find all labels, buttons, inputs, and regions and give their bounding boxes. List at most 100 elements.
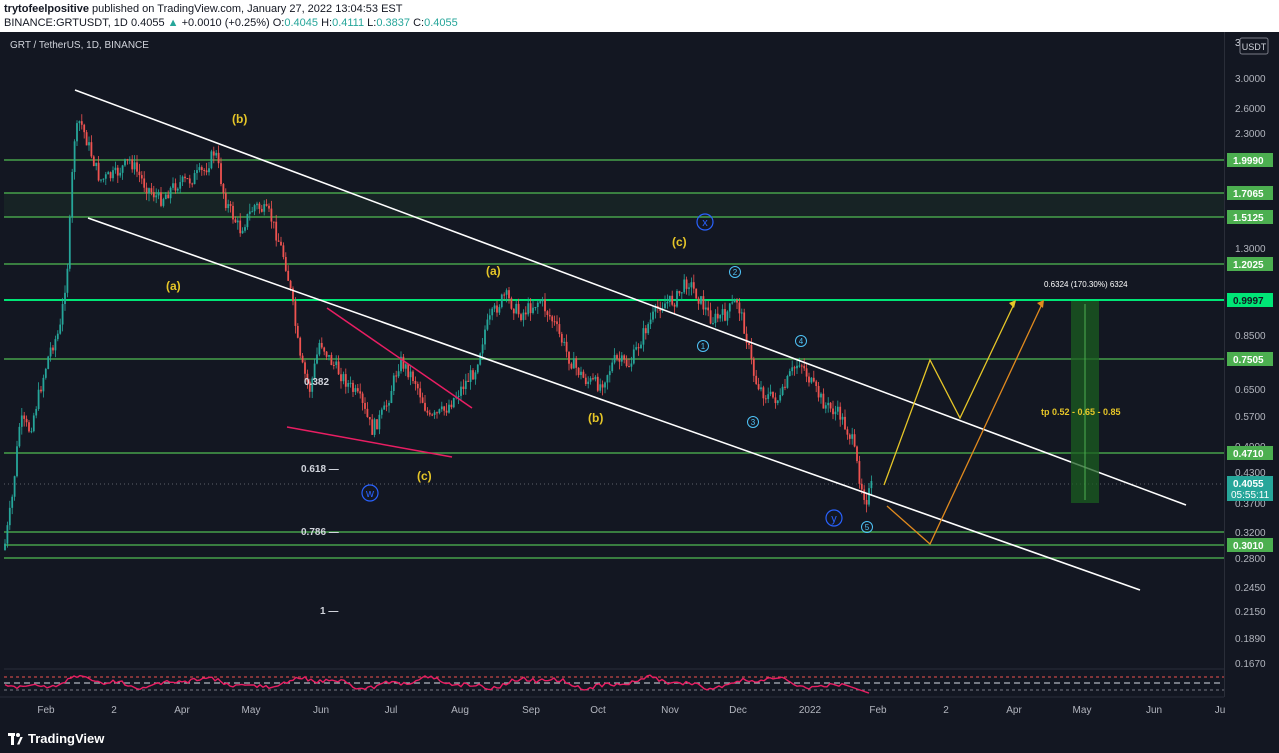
price-tick: 0.8500 bbox=[1235, 331, 1266, 342]
tradingview-icon bbox=[8, 732, 24, 745]
candle-body bbox=[726, 311, 729, 321]
candle-body bbox=[304, 362, 306, 374]
candle-body bbox=[488, 315, 491, 320]
price-scale[interactable] bbox=[1224, 32, 1279, 697]
low-value: 0.3837 bbox=[376, 17, 411, 29]
fib-label-0618: 0.618 — bbox=[301, 464, 339, 475]
wave-label-b-top: (b) bbox=[232, 112, 247, 126]
candle-body bbox=[373, 419, 376, 435]
level-badge-bg bbox=[1227, 186, 1273, 200]
projection-yellow[interactable] bbox=[883, 301, 1016, 486]
candle-body bbox=[635, 347, 638, 350]
candle-body bbox=[575, 358, 578, 368]
candle-body bbox=[116, 167, 119, 176]
candle-body bbox=[551, 316, 554, 322]
triangle-lower[interactable] bbox=[286, 426, 453, 458]
last-price: 0.4055 bbox=[130, 17, 165, 29]
candle-body bbox=[18, 426, 21, 447]
high-label: H: bbox=[321, 17, 333, 29]
candle-body bbox=[832, 408, 834, 415]
time-axis[interactable]: Feb 2 Apr May Jun Jul Aug Sep Oct Nov Dec 2022 Feb 2 A… bbox=[37, 705, 1225, 716]
indicator-panel[interactable] bbox=[4, 668, 1224, 694]
candle-body bbox=[364, 402, 366, 409]
indicator-line bbox=[4, 674, 870, 694]
candle-body bbox=[8, 507, 11, 526]
candle-body bbox=[311, 378, 314, 392]
chart-area[interactable] bbox=[0, 32, 1279, 725]
candle-body bbox=[25, 418, 28, 423]
candle-body bbox=[671, 295, 674, 305]
candle-body bbox=[479, 353, 482, 365]
time-tick: 2 bbox=[943, 705, 949, 716]
candle-body bbox=[827, 402, 830, 406]
candle-body bbox=[316, 354, 318, 364]
candle-body bbox=[839, 406, 842, 420]
candle-body bbox=[500, 294, 503, 308]
candle-body bbox=[239, 220, 242, 234]
level-badge: 1.9990 bbox=[1233, 156, 1264, 167]
candle-body bbox=[637, 347, 640, 349]
candle-body bbox=[604, 382, 606, 388]
candle-body bbox=[745, 333, 748, 343]
candle-body bbox=[757, 384, 760, 390]
published-text: published on TradingView.com, January 27… bbox=[92, 3, 403, 15]
candle-body bbox=[517, 303, 520, 315]
candle-body bbox=[570, 363, 573, 369]
open-value: 0.4045 bbox=[284, 17, 319, 29]
tradingview-logo[interactable]: TradingView bbox=[8, 731, 104, 746]
candle-body bbox=[632, 349, 635, 364]
candle-body bbox=[529, 303, 532, 314]
candle-body bbox=[256, 203, 258, 206]
ohlc-line: BINANCE:GRTUSDT, 1D 0.4055 ▲ +0.0010 (+0… bbox=[4, 17, 458, 29]
candle-body bbox=[515, 303, 518, 314]
candle-body bbox=[431, 414, 434, 416]
candle-body bbox=[28, 422, 30, 432]
channel-upper[interactable] bbox=[74, 89, 1187, 506]
candle-body bbox=[666, 301, 669, 304]
candle-body bbox=[815, 381, 818, 386]
candle-body bbox=[469, 370, 472, 382]
candle-body bbox=[263, 204, 266, 212]
level-badge-bg bbox=[1227, 352, 1273, 366]
projection-orange[interactable] bbox=[886, 301, 1044, 546]
price-tick: 0.3200 bbox=[1235, 528, 1266, 539]
candle-body bbox=[781, 386, 784, 396]
wave-circle-2 bbox=[729, 266, 741, 278]
candle-body bbox=[457, 395, 460, 397]
candle-body bbox=[779, 395, 782, 401]
candle-body bbox=[577, 367, 580, 376]
candle-body bbox=[856, 446, 858, 462]
candle-body bbox=[66, 268, 69, 293]
currency-box[interactable] bbox=[1239, 37, 1269, 55]
candle-body bbox=[721, 309, 724, 315]
wave-label-a-mid: (a) bbox=[486, 264, 501, 278]
candle-body bbox=[714, 313, 717, 324]
candle-body bbox=[623, 355, 626, 360]
candle-body bbox=[524, 312, 527, 315]
close-label: C: bbox=[413, 17, 425, 29]
candle-body bbox=[558, 324, 561, 334]
candle-body bbox=[356, 388, 359, 392]
candle-body bbox=[44, 368, 47, 378]
candle-body bbox=[167, 194, 170, 199]
close-value: 0.4055 bbox=[424, 17, 458, 29]
candle-body bbox=[6, 525, 9, 544]
candle-body bbox=[102, 178, 105, 180]
candle-body bbox=[318, 342, 321, 355]
candle-body bbox=[282, 245, 285, 258]
time-tick: Apr bbox=[174, 705, 190, 716]
level-badge: 0.7505 bbox=[1233, 355, 1264, 366]
symbol-title[interactable]: GRT / TetherUS, 1D, BINANCE bbox=[10, 40, 149, 51]
candle-body bbox=[608, 371, 611, 376]
author-name[interactable]: trytofeelpositive bbox=[4, 3, 89, 15]
price-tick: 2.6000 bbox=[1235, 104, 1266, 115]
channel-lower[interactable] bbox=[87, 217, 1141, 591]
candle-body bbox=[836, 406, 839, 412]
candle-body bbox=[719, 314, 722, 319]
candle-body bbox=[659, 308, 662, 312]
time-tick: Nov bbox=[661, 705, 679, 716]
candle-body bbox=[145, 187, 148, 194]
triangle-upper[interactable] bbox=[326, 307, 473, 409]
candle-body bbox=[755, 375, 758, 385]
